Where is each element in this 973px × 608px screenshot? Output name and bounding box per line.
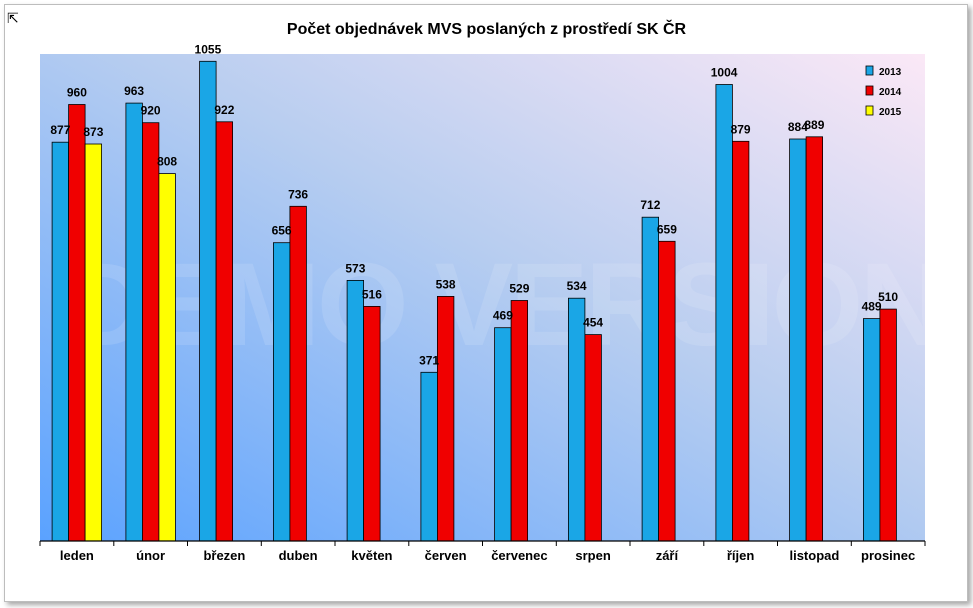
bar-2014-2 (215, 121, 234, 542)
data-label: 538 (436, 277, 456, 291)
data-label: 516 (362, 287, 382, 301)
x-tick-label: červen (425, 548, 467, 563)
bar-2014-5 (436, 295, 455, 542)
legend-label: 2014 (879, 87, 902, 98)
mouse-cursor-icon: ⇱ (7, 11, 19, 27)
chart-title: Počet objednávek MVS poslaných z prostře… (286, 21, 687, 38)
x-tick-label: duben (279, 548, 318, 563)
bar-2014-7 (584, 334, 602, 542)
bar-2013-3 (272, 242, 291, 542)
data-label: 656 (272, 224, 292, 238)
data-label: 920 (141, 104, 161, 118)
bar-2013-1 (125, 102, 143, 542)
bar-2013-2 (199, 60, 217, 542)
bar-2013-4 (346, 279, 365, 542)
bar-2014-9 (732, 140, 750, 542)
data-label: 712 (640, 198, 660, 212)
legend-label: 2015 (879, 107, 902, 118)
bar-2013-10 (789, 138, 807, 542)
plot-area (40, 54, 925, 541)
data-label: 877 (50, 123, 70, 137)
bar-2013-11 (863, 318, 881, 542)
bar-2013-0 (51, 141, 69, 542)
data-label: 736 (288, 187, 308, 201)
bar-2013-5 (420, 371, 438, 542)
data-label: 879 (731, 122, 751, 136)
data-label: 884 (788, 120, 808, 134)
data-label: 889 (804, 118, 824, 132)
data-label: 469 (493, 309, 513, 323)
bar-2015-1 (158, 173, 176, 542)
x-tick-label: březen (203, 548, 245, 563)
bar-2013-6 (494, 327, 512, 542)
legend-swatch-2013 (865, 65, 874, 76)
bar-2014-6 (510, 300, 529, 542)
x-tick-label: září (656, 548, 679, 563)
data-label: 873 (83, 125, 103, 139)
data-label: 1004 (711, 66, 738, 80)
bar-2013-7 (568, 297, 586, 542)
data-label: 960 (67, 86, 87, 100)
x-tick-label: leden (60, 548, 94, 563)
bar-2013-8 (641, 216, 659, 542)
data-label: 510 (878, 290, 898, 304)
data-label: 454 (583, 316, 603, 330)
x-tick-label: květen (351, 548, 392, 563)
data-label: 922 (214, 103, 234, 117)
bar-2013-9 (715, 84, 733, 542)
legend-swatch-2015 (865, 105, 874, 116)
legend-swatch-2014 (865, 85, 874, 96)
data-label: 489 (862, 300, 882, 314)
bar-2014-4 (363, 305, 381, 542)
data-label: 1055 (195, 42, 222, 56)
bar-2014-10 (805, 136, 823, 542)
bar-2014-8 (658, 240, 676, 542)
bar-2014-1 (141, 122, 160, 542)
bar-2014-3 (289, 205, 307, 542)
x-tick-label: prosinec (861, 548, 915, 563)
data-label: 371 (419, 353, 439, 367)
x-tick-label: srpen (575, 548, 610, 563)
bar-2014-0 (68, 104, 86, 542)
data-label: 808 (157, 155, 177, 169)
data-label: 659 (657, 222, 677, 236)
data-label: 534 (567, 279, 587, 293)
data-label: 573 (345, 261, 365, 275)
data-label: 963 (124, 84, 144, 98)
data-label: 529 (509, 282, 529, 296)
x-tick-label: červenec (491, 548, 547, 563)
x-tick-label: říjen (727, 548, 755, 563)
legend-label: 2013 (879, 67, 902, 78)
bar-2014-11 (879, 308, 897, 542)
bar-2015-0 (84, 143, 102, 542)
x-tick-label: listopad (789, 548, 839, 563)
x-tick-label: únor (136, 548, 165, 563)
